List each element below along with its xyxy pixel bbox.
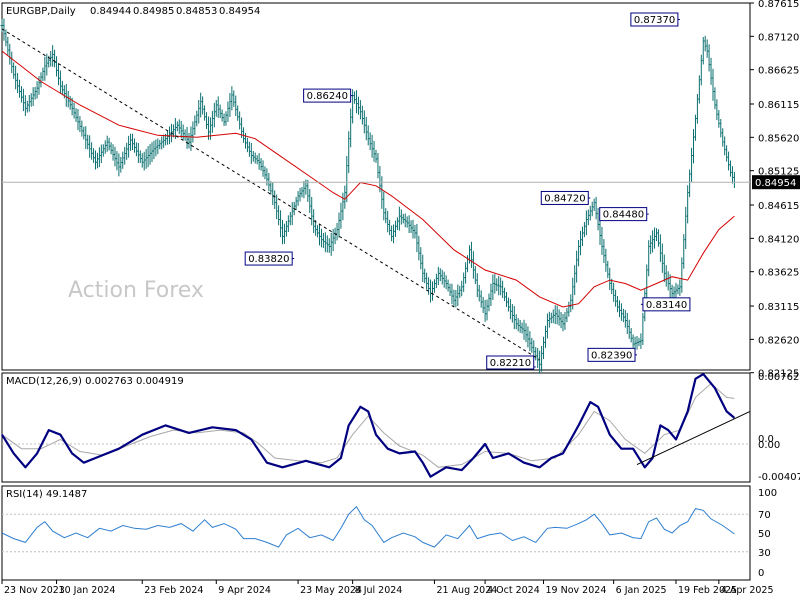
price-annotation-box — [599, 207, 648, 222]
price-annotation-label: 0.83820 — [248, 254, 289, 265]
price-annotation-box — [303, 88, 352, 103]
macd-tick-label: -0.004073 — [758, 472, 800, 483]
x-tick-label: 23 Feb 2024 — [144, 585, 203, 596]
x-tick-label: 9 Apr 2024 — [218, 585, 271, 596]
price-tick-label: 0.82125 — [758, 369, 799, 380]
macd-tick-label: 0.007623 — [758, 372, 800, 383]
price-tick-label: 0.85125 — [758, 167, 799, 178]
macd-signal-line — [1, 382, 735, 468]
price-tick-label: 0.84120 — [758, 234, 799, 245]
rsi-panel-frame — [1, 485, 751, 581]
price-annotation-box — [486, 355, 535, 370]
x-tick-label: 10 Jan 2024 — [59, 585, 116, 596]
macd-tick-label: 0.0 — [758, 434, 774, 445]
moving-average-line — [1, 50, 735, 308]
ohlc-value: 0.84944 — [90, 6, 131, 17]
macd-panel-title: MACD(12,26,9) 0.002763 0.004919 — [6, 376, 184, 387]
x-tick-label: 23 May 2024 — [300, 585, 362, 596]
x-tick-label: 6 Jan 2025 — [616, 585, 667, 596]
rsi-panel-title: RSI(14) 49.1487 — [6, 489, 87, 500]
price-tick-label: 0.84615 — [758, 201, 799, 212]
price-tick-label: 0.86115 — [758, 100, 799, 111]
x-tick-label: 23 Nov 2023 — [4, 585, 65, 596]
macd-panel-frame — [1, 372, 751, 483]
price-annotation-box — [642, 297, 691, 312]
ohlc-value: 0.84954 — [219, 6, 260, 17]
price-annotation-box — [244, 251, 293, 266]
x-tick-label: 21 Aug 2024 — [436, 585, 497, 596]
price-tick-label: 0.87615 — [758, 0, 799, 10]
price-tick-label: 0.83625 — [758, 268, 799, 279]
price-panel-frame — [1, 2, 751, 371]
ohlc-value: 0.84985 — [133, 6, 174, 17]
x-tick-label: 19 Feb 2025 — [678, 585, 737, 596]
price-annotation-label: 0.86240 — [307, 91, 348, 102]
price-tick-label: 0.86625 — [758, 66, 799, 77]
price-annotation-box — [540, 190, 589, 205]
rsi-tick-label: 0 — [758, 568, 764, 579]
rsi-tick-label: 50 — [758, 529, 771, 540]
price-candles — [0, 18, 735, 374]
ohlc-value: 0.84853 — [176, 6, 217, 17]
price-annotation-box — [630, 12, 679, 27]
rsi-tick-label: 100 — [758, 488, 777, 499]
price-tick-label: 0.85620 — [758, 133, 799, 144]
rsi-tick-label: 70 — [758, 510, 771, 521]
macd-tick-label: 0.00 — [758, 440, 780, 451]
watermark: Action Forex — [68, 278, 204, 303]
current-price-label: 0.84954 — [755, 178, 796, 189]
current-price-marker — [752, 175, 800, 190]
price-annotation-label: 0.82210 — [490, 358, 531, 369]
price-annotation-label: 0.87370 — [634, 15, 675, 26]
rsi-line — [1, 505, 735, 548]
price-tick-label: 0.83115 — [758, 302, 799, 313]
x-tick-label: 4 Apr 2025 — [721, 585, 774, 596]
price-annotation-label: 0.84720 — [544, 193, 585, 204]
price-annotation-label: 0.83140 — [646, 300, 687, 311]
price-tick-label: 0.87120 — [758, 32, 799, 43]
macd-line — [1, 373, 736, 478]
price-panel-title: EURGBP,Daily — [6, 6, 76, 17]
macd-trendline — [636, 410, 751, 465]
price-annotation-box — [587, 347, 636, 362]
rsi-tick-label: 30 — [758, 548, 771, 559]
x-tick-label: 8 Jul 2024 — [355, 585, 403, 596]
price-annotation-label: 0.84480 — [603, 210, 644, 221]
x-tick-label: 19 Nov 2024 — [546, 585, 607, 596]
x-tick-label: 4 Oct 2024 — [487, 585, 540, 596]
price-annotation-label: 0.82390 — [591, 350, 632, 361]
price-tick-label: 0.82620 — [758, 335, 799, 346]
